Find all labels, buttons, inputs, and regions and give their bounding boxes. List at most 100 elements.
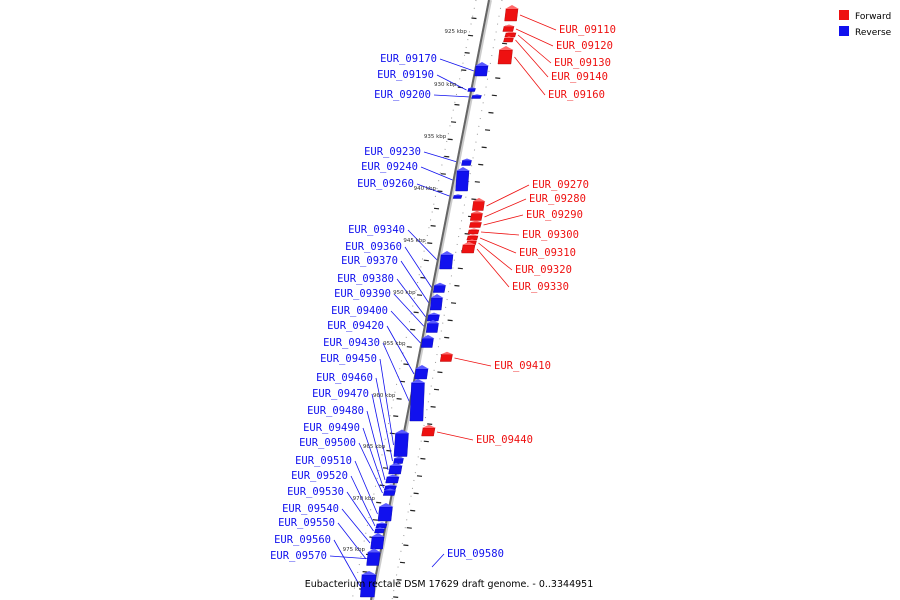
reverse-gene-glyph [471, 95, 482, 99]
tick-mark [450, 121, 457, 123]
forward-gene-label: EUR_09440 [476, 434, 533, 446]
tick-mark [440, 173, 446, 175]
tick-mark [430, 225, 436, 227]
tick-mark [420, 276, 426, 279]
leader-line [420, 166, 456, 182]
gene-glyph-bevel [472, 197, 486, 202]
forward-gene-glyph [467, 229, 480, 235]
reverse-gene-label: EUR_09520 [291, 470, 348, 482]
gene-glyph-bevel [384, 484, 398, 486]
gene-glyph-bevel [505, 31, 517, 33]
tick-label: 925 kbp [444, 29, 467, 35]
gene-glyph-bevel [453, 194, 463, 196]
leader-line [400, 260, 430, 305]
leader-line [382, 342, 410, 403]
tick-mark [376, 501, 382, 504]
gene-glyph-bevel [427, 312, 441, 315]
gene-glyph-bevel [475, 62, 489, 66]
tick-mark [410, 328, 416, 331]
reverse-gene-glyph [382, 490, 396, 496]
tick-label: 940 kbp [414, 186, 437, 192]
gene-glyph-bevel [462, 241, 476, 245]
gene-glyph-bevel [503, 36, 515, 38]
leader-line [439, 58, 475, 72]
reverse-gene-label: EUR_09390 [334, 288, 391, 300]
forward-gene-label: EUR_09130 [554, 57, 611, 69]
gene-glyph-bevel [430, 294, 444, 298]
forward-gene-glyph [468, 222, 482, 228]
reverse-gene-glyph [370, 536, 385, 550]
forward-gene-glyph [504, 32, 517, 38]
leader-line [371, 393, 389, 471]
reverse-gene-label: EUR_09460 [316, 372, 373, 384]
gene-glyph-bevel [505, 5, 519, 9]
map-caption: Eubacterium rectale DSM 17629 draft geno… [305, 579, 594, 590]
tick-mark [393, 415, 399, 417]
leader-line [423, 151, 461, 164]
reverse-gene-glyph [461, 160, 472, 166]
tick-mark [406, 346, 412, 348]
reverse-gene-label: EUR_09580 [447, 548, 504, 560]
leader-line [386, 325, 415, 375]
reverse-gene-glyph [420, 338, 434, 348]
gene-glyph-bevel [469, 220, 483, 223]
forward-gene-label: EUR_09140 [551, 71, 608, 83]
leader-line [483, 214, 524, 226]
tick-mark [457, 267, 463, 270]
leader-line [436, 431, 474, 441]
leader-line [362, 427, 384, 489]
reverse-gene-glyph [377, 506, 393, 522]
leader-line [480, 231, 520, 236]
legend: Forward Reverse [839, 10, 892, 38]
forward-gene-label: EUR_09330 [512, 281, 569, 293]
reverse-gene-glyph [455, 170, 470, 192]
tick-mark [423, 259, 429, 262]
leader-line [407, 229, 440, 263]
gene-glyph-bevel [393, 456, 405, 459]
tick-label: 975 kbp [343, 547, 366, 553]
forward-gene-label: EUR_09270 [532, 179, 589, 191]
gene-glyph-bevel [461, 158, 473, 161]
forward-gene-glyph [461, 244, 476, 254]
tick-mark [382, 467, 389, 469]
reverse-gene-glyph [429, 297, 443, 311]
tick-mark [474, 181, 480, 183]
reverse-gene-label: EUR_09400 [331, 305, 388, 317]
gene-glyph-bevel [386, 474, 400, 477]
gene-glyph-bevel [471, 94, 483, 96]
tick-mark [406, 527, 412, 529]
forward-gene-glyph [466, 235, 479, 241]
gene-glyph-bevel [378, 503, 394, 507]
leader-line [517, 34, 552, 64]
legend-label-forward: Forward [855, 12, 891, 22]
forward-gene-glyph [497, 49, 513, 65]
leader-line [390, 310, 421, 344]
tick-mark [437, 190, 443, 193]
tick-label: 950 kbp [393, 290, 416, 296]
gene-glyph-bevel [376, 522, 388, 524]
leader-line [436, 74, 467, 91]
guide-line-right [391, 0, 503, 600]
forward-gene-label: EUR_09280 [529, 193, 586, 205]
tick-mark [481, 146, 487, 149]
forward-gene-label: EUR_09310 [519, 247, 576, 259]
gene-glyph-bevel [421, 334, 435, 339]
gene-glyph-bevel [440, 251, 454, 255]
tick-mark [454, 284, 460, 287]
tick-mark [491, 94, 497, 97]
gene-glyphs [360, 5, 519, 598]
tick-mark [444, 155, 450, 158]
tick-mark [393, 596, 399, 598]
reverse-gene-glyph [474, 65, 489, 77]
tick-mark [416, 294, 423, 296]
reverse-gene-glyph [425, 323, 439, 333]
legend-label-reverse: Reverse [855, 28, 892, 38]
tick-mark [447, 319, 453, 322]
reverse-gene-label: EUR_09170 [380, 53, 437, 65]
gene-glyph-bevel [467, 234, 479, 236]
gene-glyph-bevel [367, 548, 381, 553]
reverse-gene-label: EUR_09550 [278, 517, 335, 529]
reverse-gene-label: EUR_09500 [299, 437, 356, 449]
tick-label: 960 kbp [373, 393, 396, 399]
leader-line [337, 522, 367, 560]
